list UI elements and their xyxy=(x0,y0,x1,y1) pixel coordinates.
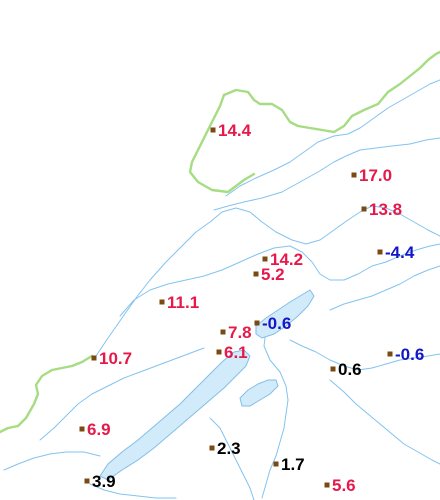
station-s-m0-6a: -0.6 xyxy=(254,314,291,333)
river-saane xyxy=(39,347,205,441)
station-marker xyxy=(91,355,97,361)
station-marker xyxy=(220,329,226,335)
station-s-10-7: 10.7 xyxy=(91,349,132,368)
station-s-3-9: 3.9 xyxy=(84,472,116,491)
station-value-label: 2.3 xyxy=(217,439,241,458)
station-marker xyxy=(210,127,216,133)
station-value-label: 6.9 xyxy=(87,420,111,439)
station-marker xyxy=(209,445,215,451)
river-aare-south xyxy=(119,245,291,317)
station-s-5-2: 5.2 xyxy=(253,265,285,284)
station-marker xyxy=(262,256,268,262)
station-value-label: 10.7 xyxy=(99,349,132,368)
station-value-label: 11.1 xyxy=(167,293,199,312)
river-east-1 xyxy=(329,265,440,311)
station-marker xyxy=(351,172,357,178)
border-west xyxy=(0,354,94,434)
station-marker xyxy=(216,349,222,355)
station-s-17-0: 17.0 xyxy=(351,166,392,185)
station-s-6-1: 6.1 xyxy=(216,343,248,362)
station-marker xyxy=(159,299,165,305)
station-value-label: -0.6 xyxy=(395,345,424,364)
river-east-2 xyxy=(329,379,440,465)
station-s-2-3: 2.3 xyxy=(209,439,241,458)
river-reuss xyxy=(289,243,440,281)
station-marker xyxy=(361,206,367,212)
station-value-label: 3.9 xyxy=(92,472,116,491)
rivers xyxy=(3,79,440,500)
station-s-14-4: 14.4 xyxy=(210,121,252,140)
river-central-1 xyxy=(261,329,289,499)
river-north-2 xyxy=(213,137,440,211)
station-value-label: 13.8 xyxy=(369,200,402,219)
station-s-m4-4: -4.4 xyxy=(377,243,415,262)
river-central-2 xyxy=(289,339,440,371)
station-marker xyxy=(254,320,260,326)
lake-murten xyxy=(239,379,279,407)
station-marker xyxy=(377,249,383,255)
stations: 14.4 17.0 13.8 14.25.2 -4.4 11.1 7.8 -0.6 6.1 10.… xyxy=(79,121,424,495)
river-central-3 xyxy=(209,417,255,500)
station-value-label: 14.2 xyxy=(270,250,303,269)
station-s-6-9: 6.9 xyxy=(79,420,111,439)
station-s-11-1: 11.1 xyxy=(159,293,199,312)
station-s-m0-6b: -0.6 xyxy=(387,345,424,364)
country-border xyxy=(0,50,440,434)
lakes xyxy=(99,289,315,481)
border-north xyxy=(222,50,440,134)
station-marker xyxy=(79,426,85,432)
station-value-label: 5.2 xyxy=(261,265,285,284)
station-marker xyxy=(253,271,259,277)
station-value-label: 17.0 xyxy=(359,166,392,185)
station-value-label: -0.6 xyxy=(262,314,291,333)
station-s-13-8: 13.8 xyxy=(361,200,402,219)
river-south xyxy=(89,483,177,499)
station-s-1-7: 1.7 xyxy=(273,455,305,474)
station-value-label: 1.7 xyxy=(281,455,305,474)
lake-neuchatel xyxy=(99,349,251,481)
station-value-label: 0.6 xyxy=(338,360,362,379)
station-marker xyxy=(84,478,90,484)
station-marker xyxy=(387,351,393,357)
station-marker xyxy=(330,366,336,372)
river-aare xyxy=(95,205,440,357)
border-bump xyxy=(188,93,256,194)
station-marker xyxy=(324,482,330,488)
station-s-14-2: 14.2 xyxy=(262,250,303,269)
station-value-label: -4.4 xyxy=(385,243,415,262)
river-north-1 xyxy=(225,79,440,197)
station-s-0-6: 0.6 xyxy=(330,360,362,379)
station-value-label: 5.6 xyxy=(332,476,356,495)
lake-biel xyxy=(255,289,315,339)
station-value-label: 7.8 xyxy=(228,323,252,342)
station-value-label: 14.4 xyxy=(218,121,252,140)
station-marker xyxy=(273,461,279,467)
station-s-5-6: 5.6 xyxy=(324,476,356,495)
station-value-label: 6.1 xyxy=(224,343,248,362)
station-s-7-8: 7.8 xyxy=(220,323,252,342)
river-rhone-west xyxy=(3,451,101,471)
